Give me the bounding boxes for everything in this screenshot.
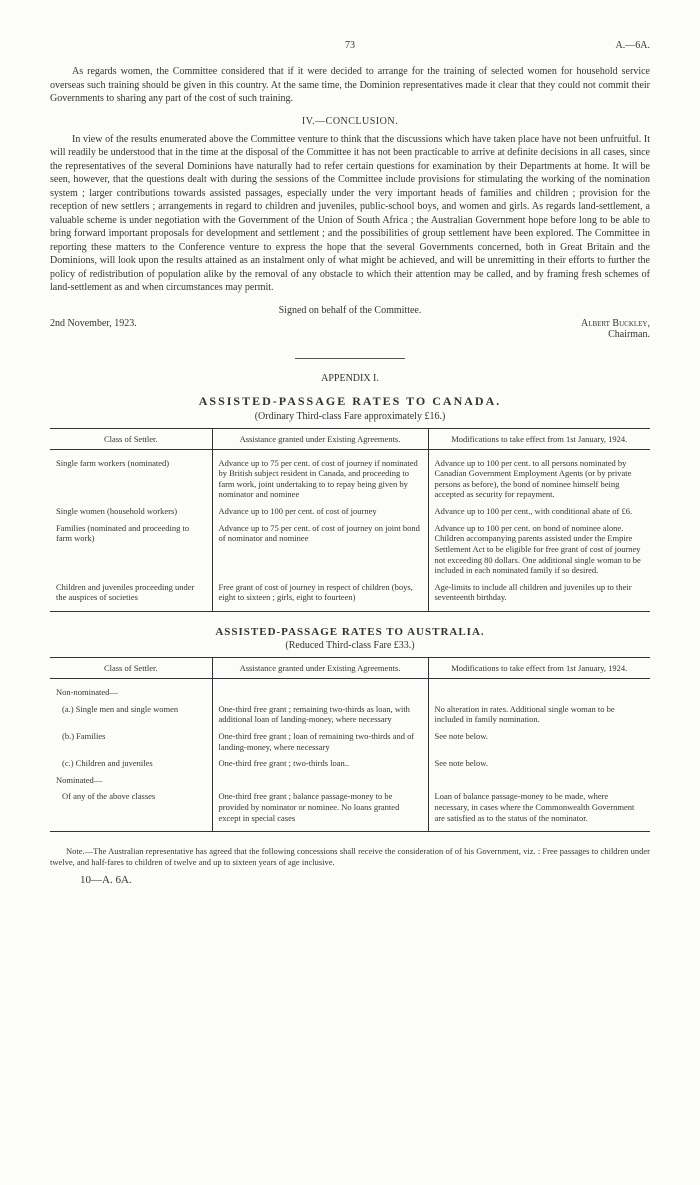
table-row: Single women (household workers) Advance… [50,503,650,520]
appendix-heading: APPENDIX I. [50,373,650,384]
table-row: Single farm workers (nominated) Advance … [50,449,650,503]
footer-pagination: 10—A. 6A. [50,874,650,886]
australia-rates-table: Class of Settler. Assistance granted und… [50,657,650,832]
table-cell: One-third free grant ; loan of remaining… [212,728,428,755]
paragraph-conclusion: In view of the results enumerated above … [50,133,650,295]
table2-subtitle: (Reduced Third-class Fare £33.) [50,640,650,651]
table-header: Class of Settler. [50,428,212,449]
table-cell: Advance up to 100 per cent., with condit… [428,503,650,520]
table-cell: (c.) Children and juveniles [50,755,212,772]
table-header: Assistance granted under Existing Agreem… [212,658,428,679]
table-cell: See note below. [428,755,650,772]
table2-title: ASSISTED-PASSAGE RATES TO AUSTRALIA. [50,626,650,638]
table1-title: ASSISTED-PASSAGE RATES TO CANADA. [50,394,650,409]
table-cell: Children and juveniles proceeding under … [50,579,212,612]
table-cell: Loan of balance passage-money to be made… [428,788,650,831]
table-row: Of any of the above classes One-third fr… [50,788,650,831]
table-cell: Single women (household workers) [50,503,212,520]
table-subheading: Non-nominated— [50,679,212,701]
table-cell: (a.) Single men and single women [50,701,212,728]
table-cell: Advance up to 100 per cent. to all perso… [428,449,650,503]
table-cell: Families (nominated and proceeding to fa… [50,520,212,579]
table-subheading: Nominated— [50,772,212,789]
conclusion-heading: IV.—CONCLUSION. [50,116,650,127]
table-cell: Advance up to 75 per cent. of cost of jo… [212,449,428,503]
table-cell: Of any of the above classes [50,788,212,831]
table-row: Nominated— [50,772,650,789]
table-cell: One-third free grant ; two-thirds loan.. [212,755,428,772]
page-number: 73 [110,40,590,51]
table-cell: One-third free grant ; remaining two-thi… [212,701,428,728]
table-cell: One-third free grant ; balance passage-m… [212,788,428,831]
table-header: Modifications to take effect from 1st Ja… [428,428,650,449]
table-row: (a.) Single men and single women One-thi… [50,701,650,728]
signature-name: Albert Buckley, [581,318,650,329]
page-header: 73 A.—6A. [50,40,650,51]
table-cell: No alteration in rates. Additional singl… [428,701,650,728]
table-header: Assistance granted under Existing Agreem… [212,428,428,449]
table-header: Modifications to take effect from 1st Ja… [428,658,650,679]
table-cell: Age-limits to include all children and j… [428,579,650,612]
table-cell: Free grant of cost of journey in respect… [212,579,428,612]
table-cell: (b.) Families [50,728,212,755]
table-row: Children and juveniles proceeding under … [50,579,650,612]
table-row: (b.) Families One-third free grant ; loa… [50,728,650,755]
table-row: Families (nominated and proceeding to fa… [50,520,650,579]
table-cell: Advance up to 100 per cent. of cost of j… [212,503,428,520]
canada-rates-table: Class of Settler. Assistance granted und… [50,428,650,613]
table-cell: See note below. [428,728,650,755]
signature-block: 2nd November, 1923. Albert Buckley, Chai… [50,318,650,340]
signature-title: Chairman. [608,329,650,340]
divider [295,358,405,359]
page-reference: A.—6A. [590,40,650,51]
footnote: Note.—The Australian representative has … [50,846,650,868]
table-header: Class of Settler. [50,658,212,679]
table-row: (c.) Children and juveniles One-third fr… [50,755,650,772]
table-cell: Single farm workers (nominated) [50,449,212,503]
signed-line: Signed on behalf of the Committee. [50,305,650,316]
signature-date: 2nd November, 1923. [50,318,137,340]
table-cell: Advance up to 100 per cent. on bond of n… [428,520,650,579]
paragraph-women: As regards women, the Committee consider… [50,65,650,106]
table-row: Non-nominated— [50,679,650,701]
table1-subtitle: (Ordinary Third-class Fare approximately… [50,411,650,422]
table-cell: Advance up to 75 per cent. of cost of jo… [212,520,428,579]
